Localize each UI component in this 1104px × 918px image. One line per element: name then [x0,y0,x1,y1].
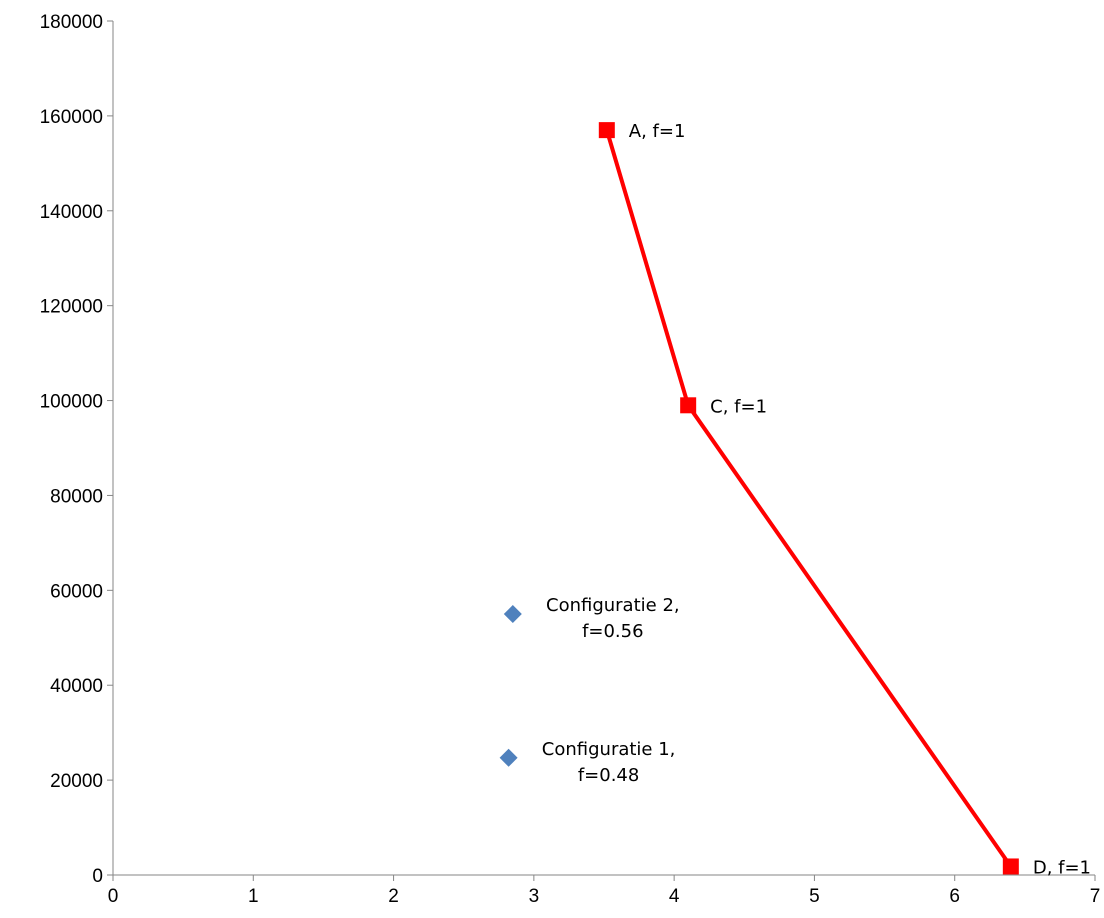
y-tick-label: 20000 [50,771,103,792]
y-tick-label: 100000 [40,392,103,413]
point-label-line: Configuratie 2, [546,595,680,616]
diamond-point-marker [499,748,518,767]
x-tick-label: 0 [108,886,119,907]
x-tick-label: 4 [669,886,680,907]
x-tick-label: 6 [949,886,960,907]
square-point-marker [680,397,697,414]
y-tick-label: 0 [92,866,103,887]
diamond-point-marker [503,605,522,624]
x-tick-label: 7 [1090,886,1101,907]
point-label-line: f=0.48 [578,765,640,786]
square-point-marker [598,122,615,139]
x-tick-label: 3 [529,886,540,907]
x-tick-label: 1 [248,886,259,907]
y-tick-label: 60000 [50,581,103,602]
x-tick-label: 5 [809,886,820,907]
point-label: A, f=1 [629,121,686,142]
y-tick-label: 180000 [40,12,103,33]
point-label: Configuratie 1, f=0.48 [542,739,676,786]
square-point-marker [1002,858,1019,875]
axes: 0 20000 40000 60000 80000 100000 120000 140000 1… [40,12,1101,907]
point-label-line: Configuratie 1, [542,739,676,760]
y-tick-label: 40000 [50,676,103,697]
point-label-line: f=0.56 [582,621,644,642]
point-label: Configuratie 2, f=0.56 [546,595,680,642]
y-tick-label: 80000 [50,486,103,507]
x-tick-label: 2 [388,886,399,907]
point-label: D, f=1 [1033,857,1091,878]
point-label: C, f=1 [710,396,767,417]
y-tick-label: 160000 [40,107,103,128]
y-tick-label: 120000 [40,297,103,318]
y-tick-label: 140000 [40,202,103,223]
